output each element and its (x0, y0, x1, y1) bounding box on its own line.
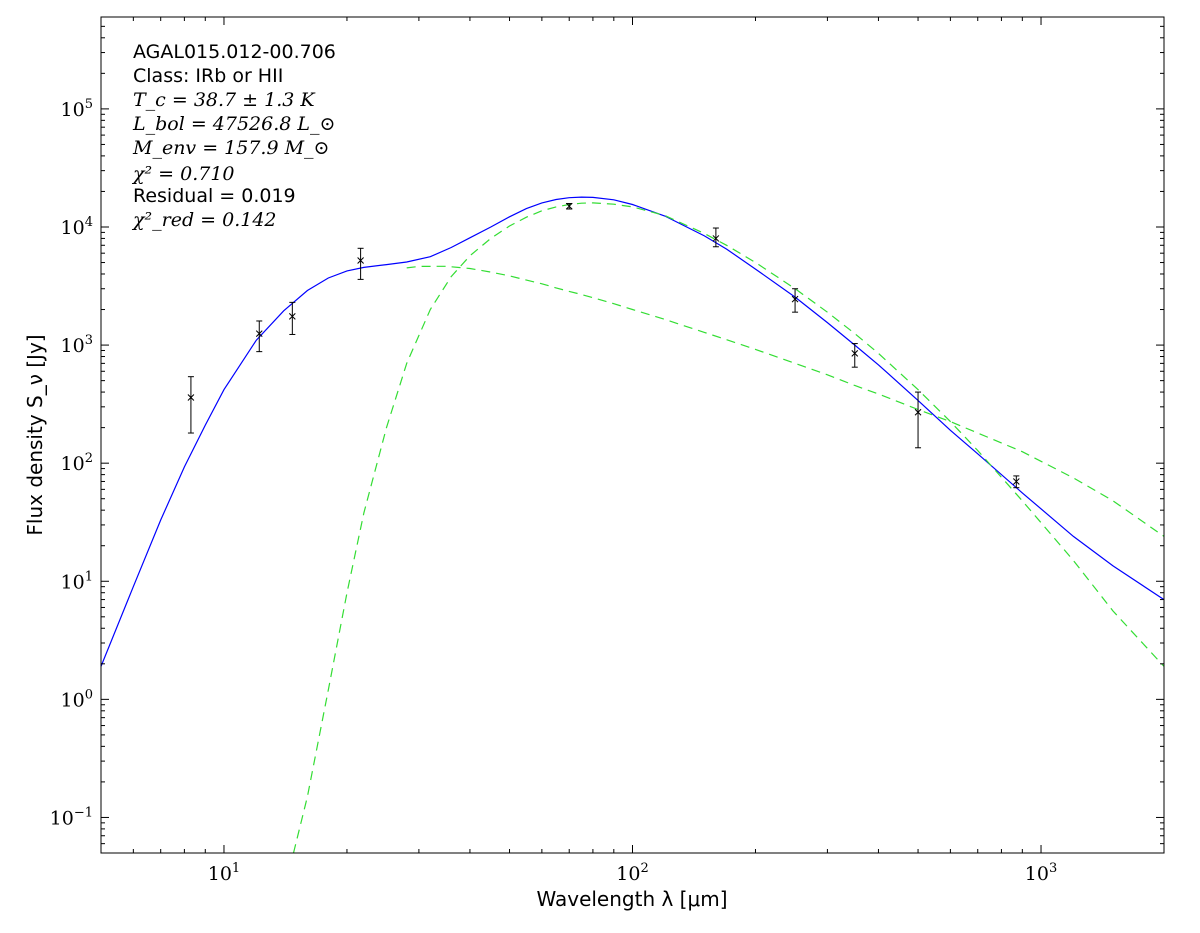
observed-points (187, 202, 1020, 489)
x-tick-label: 101 (208, 861, 240, 885)
y-tick-label: 101 (61, 569, 93, 593)
axis-ticks: 101 102 103 10−1 100 101 102 103 104 105 (50, 16, 1165, 885)
annotation-class: Class: IRb or HII (133, 65, 283, 87)
component-curve-1 (406, 265, 1165, 537)
observed-point (288, 301, 296, 335)
annotation-source: AGAL015.012-00.706 (133, 41, 336, 63)
observed-point (914, 391, 922, 449)
annotation-menv: M_env = 157.9 M_⊙ (132, 137, 329, 159)
observed-point (712, 227, 720, 248)
model-curves (100, 196, 1165, 854)
observed-point (851, 343, 859, 368)
observed-point (255, 320, 263, 353)
observed-point (1012, 475, 1020, 489)
annotation-residual: Residual = 0.019 (133, 185, 296, 207)
annotation-tc: T_c = 38.7 ± 1.3 K (133, 89, 316, 111)
y-tick-label: 105 (61, 97, 93, 121)
y-tick-label: 10−1 (50, 805, 93, 829)
annotation-chi2: χ² = 0.710 (131, 163, 235, 185)
component-curve-2 (292, 202, 1165, 854)
observed-point (357, 247, 364, 280)
annotation-lbol: L_bol = 47526.8 L_⊙ (132, 113, 335, 135)
x-axis-label: Wavelength λ [μm] (536, 887, 727, 911)
y-axis-label: Flux density S_ν [Jy] (23, 334, 47, 535)
chart-annotation: AGAL015.012-00.706 Class: IRb or HII T_c… (131, 41, 336, 231)
y-tick-label: 103 (61, 333, 93, 357)
y-tick-label: 100 (61, 687, 93, 711)
observed-point (565, 202, 573, 210)
annotation-chi2-red: χ²_red = 0.142 (131, 209, 277, 231)
x-tick-label: 103 (1025, 861, 1057, 885)
y-tick-label: 104 (61, 215, 93, 239)
observed-point (187, 376, 195, 434)
x-tick-label: 102 (616, 861, 648, 885)
observed-point (791, 288, 799, 313)
plot-area (101, 17, 1164, 853)
total-model-curve (100, 196, 1165, 667)
y-tick-label: 102 (61, 451, 93, 475)
